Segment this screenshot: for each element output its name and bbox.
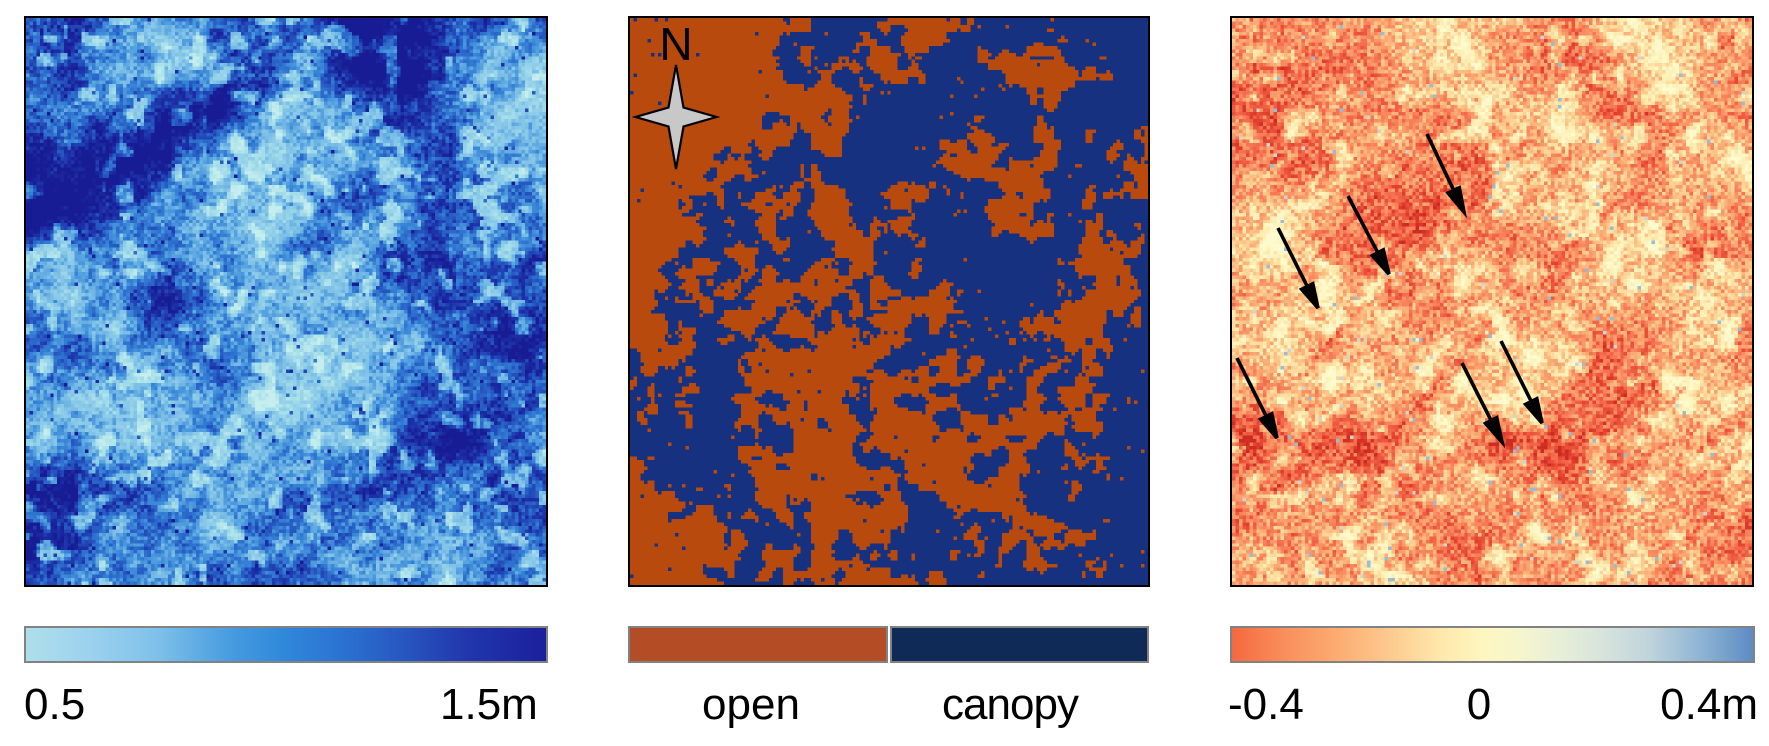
svg-text:N: N (659, 18, 692, 70)
